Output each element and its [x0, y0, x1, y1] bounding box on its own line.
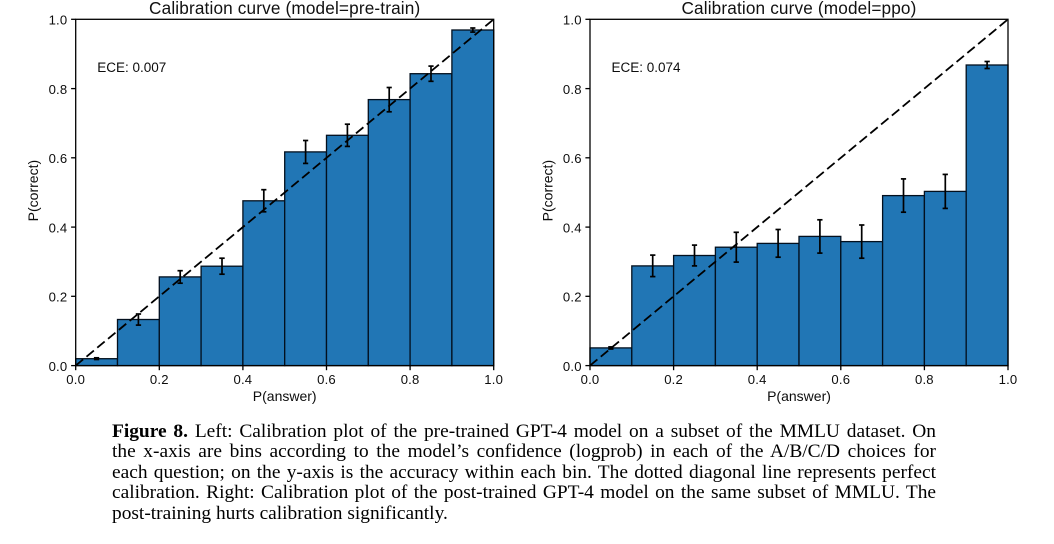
svg-text:0.8: 0.8 — [49, 82, 68, 97]
svg-text:0.6: 0.6 — [49, 151, 68, 166]
svg-text:0.6: 0.6 — [563, 151, 582, 166]
svg-text:0.6: 0.6 — [317, 372, 336, 387]
svg-text:Calibration curve (model=pre-t: Calibration curve (model=pre-train) — [149, 0, 420, 18]
svg-text:0.2: 0.2 — [563, 290, 582, 305]
svg-text:Calibration curve (model=ppo): Calibration curve (model=ppo) — [681, 0, 916, 18]
svg-text:0.6: 0.6 — [831, 372, 850, 387]
svg-text:0.4: 0.4 — [233, 372, 252, 387]
svg-text:1.0: 1.0 — [999, 372, 1018, 387]
svg-text:1.0: 1.0 — [484, 372, 503, 387]
svg-text:0.0: 0.0 — [49, 359, 68, 374]
svg-text:P(correct): P(correct) — [540, 160, 556, 221]
svg-text:P(correct): P(correct) — [25, 160, 41, 221]
svg-text:0.2: 0.2 — [49, 290, 68, 305]
svg-text:0.8: 0.8 — [915, 372, 934, 387]
svg-text:ECE: 0.074: ECE: 0.074 — [612, 60, 682, 75]
svg-text:0.0: 0.0 — [563, 359, 582, 374]
svg-text:P(answer): P(answer) — [253, 388, 317, 404]
svg-text:0.8: 0.8 — [401, 372, 420, 387]
svg-text:P(answer): P(answer) — [767, 388, 831, 404]
svg-text:0.4: 0.4 — [563, 220, 582, 235]
svg-text:0.8: 0.8 — [563, 82, 582, 97]
svg-text:ECE: 0.007: ECE: 0.007 — [97, 60, 166, 75]
svg-text:0.4: 0.4 — [748, 372, 767, 387]
svg-text:0.2: 0.2 — [150, 372, 169, 387]
svg-text:0.0: 0.0 — [66, 372, 85, 387]
svg-text:0.0: 0.0 — [581, 372, 600, 387]
svg-text:0.4: 0.4 — [49, 220, 68, 235]
svg-text:0.2: 0.2 — [664, 372, 683, 387]
svg-text:1.0: 1.0 — [49, 13, 68, 28]
svg-text:1.0: 1.0 — [563, 13, 582, 28]
